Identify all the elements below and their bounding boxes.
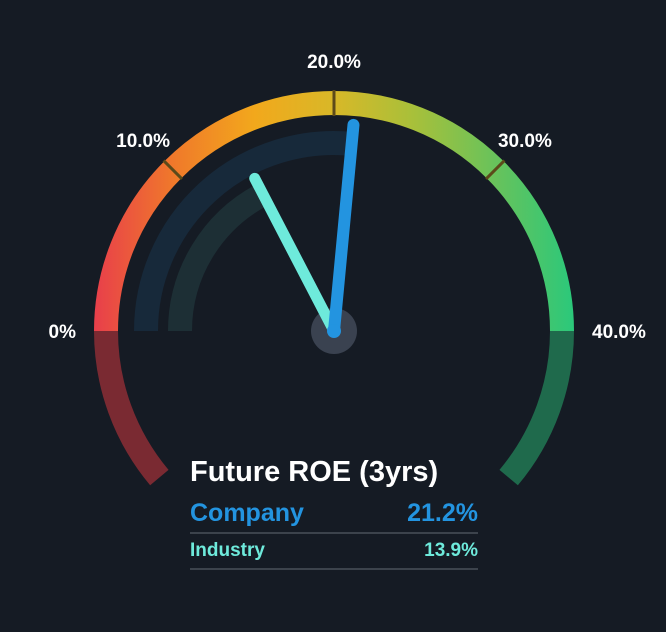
- gauge-tick-marks: [162, 90, 506, 181]
- legend: Future ROE (3yrs) Company 21.2% Industry…: [190, 452, 478, 570]
- legend-company-name: Company: [190, 498, 304, 527]
- legend-industry-value: 13.9%: [424, 540, 478, 561]
- needle-company: [328, 118, 360, 337]
- lower-left-arc: [94, 330, 169, 486]
- gauge-lower-arcs: [94, 330, 574, 486]
- tick-label: 0%: [49, 322, 77, 343]
- gauge-inner-tracks: [134, 131, 353, 332]
- legend-row-company: Company 21.2%: [190, 494, 478, 534]
- inner-track-company: [134, 131, 353, 332]
- chart-title: Future ROE (3yrs): [190, 456, 439, 488]
- tick-mark: [162, 159, 184, 181]
- needle-industry: [249, 172, 340, 337]
- lower-right-arc: [499, 330, 574, 486]
- inner-track-industry: [168, 183, 269, 332]
- tick-label: 10.0%: [116, 131, 170, 152]
- tick-label: 20.0%: [307, 52, 361, 73]
- gauge-tick-labels: 0% 10.0% 20.0% 30.0% 40.0%: [49, 52, 646, 343]
- tick-mark: [484, 159, 506, 181]
- legend-industry-name: Industry: [190, 540, 265, 561]
- tick-label: 30.0%: [498, 131, 552, 152]
- legend-company-value: 21.2%: [407, 498, 478, 527]
- needle-center: [327, 324, 341, 338]
- tick-label: 40.0%: [592, 322, 646, 343]
- legend-row-industry: Industry 13.9%: [190, 534, 478, 570]
- gauge-needles: [249, 118, 360, 354]
